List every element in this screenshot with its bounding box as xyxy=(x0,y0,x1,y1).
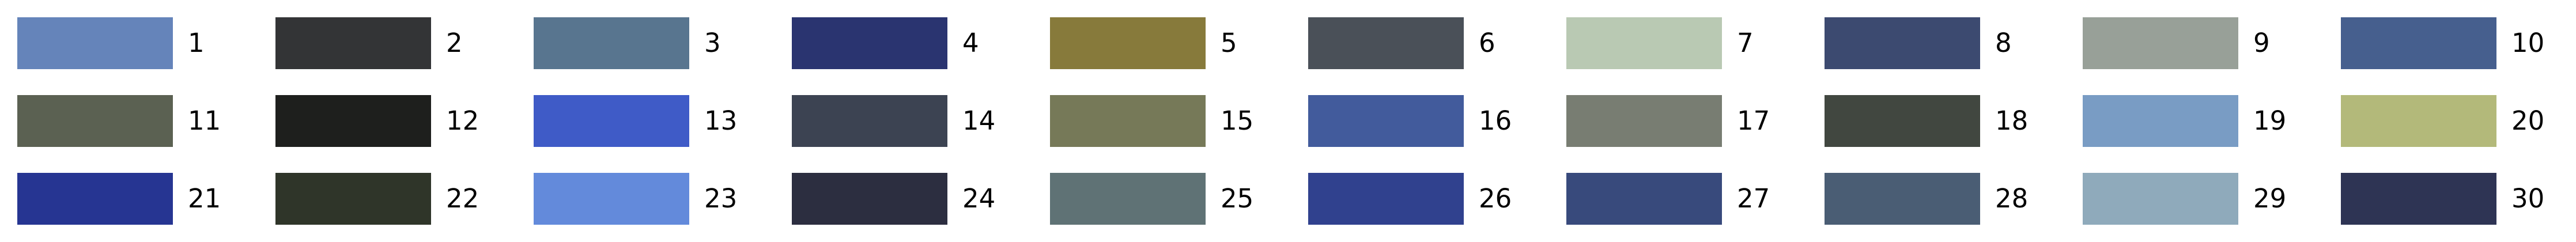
swatch-item: 5 xyxy=(1050,17,1292,69)
swatch-item: 2 xyxy=(275,17,518,69)
color-swatch xyxy=(2083,173,2238,225)
swatch-number-label: 13 xyxy=(704,105,738,136)
color-swatch xyxy=(2341,17,2496,69)
swatch-number-label: 8 xyxy=(1995,28,2012,58)
color-swatch xyxy=(534,173,689,225)
swatch-item: 16 xyxy=(1308,95,1550,147)
swatch-number-label: 23 xyxy=(704,183,738,214)
color-swatch xyxy=(17,95,173,147)
swatch-number-label: 26 xyxy=(1479,183,1512,214)
swatch-item: 18 xyxy=(1825,95,2067,147)
swatch-item: 1 xyxy=(17,17,259,69)
color-swatch xyxy=(792,95,947,147)
swatch-item: 15 xyxy=(1050,95,1292,147)
swatch-number-label: 29 xyxy=(2253,183,2287,214)
swatch-number-label: 20 xyxy=(2511,105,2545,136)
swatch-number-label: 10 xyxy=(2511,28,2545,58)
color-swatch xyxy=(17,173,173,225)
swatch-item: 7 xyxy=(1566,17,1808,69)
color-swatch xyxy=(1308,173,1464,225)
swatch-item: 8 xyxy=(1825,17,2067,69)
color-swatch xyxy=(1050,173,1206,225)
color-swatch xyxy=(1566,173,1722,225)
color-swatch xyxy=(275,17,431,69)
swatch-number-label: 14 xyxy=(962,105,996,136)
color-swatch xyxy=(2341,173,2496,225)
swatch-number-label: 15 xyxy=(1221,105,1254,136)
color-swatch xyxy=(1825,17,1980,69)
color-swatch xyxy=(275,173,431,225)
color-swatch xyxy=(1825,173,1980,225)
color-swatch xyxy=(2083,95,2238,147)
swatch-number-label: 9 xyxy=(2253,28,2270,58)
color-swatch xyxy=(792,173,947,225)
color-swatch xyxy=(1825,95,1980,147)
swatch-number-label: 7 xyxy=(1737,28,1754,58)
swatch-number-label: 25 xyxy=(1221,183,1254,214)
color-swatch xyxy=(534,17,689,69)
swatch-number-label: 6 xyxy=(1479,28,1495,58)
swatch-item: 14 xyxy=(792,95,1034,147)
color-swatch xyxy=(2341,95,2496,147)
color-swatch xyxy=(1050,17,1206,69)
swatch-item: 27 xyxy=(1566,173,1808,225)
color-swatch xyxy=(1566,17,1722,69)
swatch-item: 23 xyxy=(534,173,776,225)
swatch-item: 6 xyxy=(1308,17,1550,69)
swatch-number-label: 11 xyxy=(188,105,221,136)
swatch-item: 9 xyxy=(2083,17,2325,69)
color-swatch xyxy=(1566,95,1722,147)
color-swatch xyxy=(1308,95,1464,147)
swatch-item: 3 xyxy=(534,17,776,69)
color-swatch xyxy=(1308,17,1464,69)
swatch-number-label: 17 xyxy=(1737,105,1770,136)
color-swatch xyxy=(534,95,689,147)
swatch-number-label: 30 xyxy=(2511,183,2545,214)
swatch-item: 26 xyxy=(1308,173,1550,225)
swatch-item: 4 xyxy=(792,17,1034,69)
swatch-number-label: 5 xyxy=(1221,28,1237,58)
swatch-item: 29 xyxy=(2083,173,2325,225)
swatch-item: 10 xyxy=(2341,17,2576,69)
swatch-number-label: 4 xyxy=(962,28,979,58)
swatch-item: 17 xyxy=(1566,95,1808,147)
swatch-number-label: 12 xyxy=(446,105,479,136)
swatch-item: 24 xyxy=(792,173,1034,225)
swatch-item: 28 xyxy=(1825,173,2067,225)
color-swatch xyxy=(2083,17,2238,69)
color-swatch xyxy=(792,17,947,69)
swatch-item: 25 xyxy=(1050,173,1292,225)
swatch-item: 20 xyxy=(2341,95,2576,147)
swatch-number-label: 24 xyxy=(962,183,996,214)
swatch-item: 19 xyxy=(2083,95,2325,147)
swatch-number-label: 21 xyxy=(188,183,221,214)
swatch-item: 13 xyxy=(534,95,776,147)
color-swatch xyxy=(1050,95,1206,147)
color-swatch xyxy=(275,95,431,147)
swatch-item: 30 xyxy=(2341,173,2576,225)
swatch-number-label: 3 xyxy=(704,28,721,58)
swatch-item: 12 xyxy=(275,95,518,147)
swatch-number-label: 18 xyxy=(1995,105,2029,136)
swatch-item: 11 xyxy=(17,95,259,147)
color-swatch xyxy=(17,17,173,69)
swatch-number-label: 2 xyxy=(446,28,463,58)
swatch-number-label: 22 xyxy=(446,183,479,214)
swatch-item: 21 xyxy=(17,173,259,225)
swatch-item: 22 xyxy=(275,173,518,225)
swatch-number-label: 16 xyxy=(1479,105,1512,136)
swatch-number-label: 28 xyxy=(1995,183,2029,214)
swatch-number-label: 27 xyxy=(1737,183,1770,214)
swatch-number-label: 19 xyxy=(2253,105,2287,136)
swatch-number-label: 1 xyxy=(188,28,205,58)
